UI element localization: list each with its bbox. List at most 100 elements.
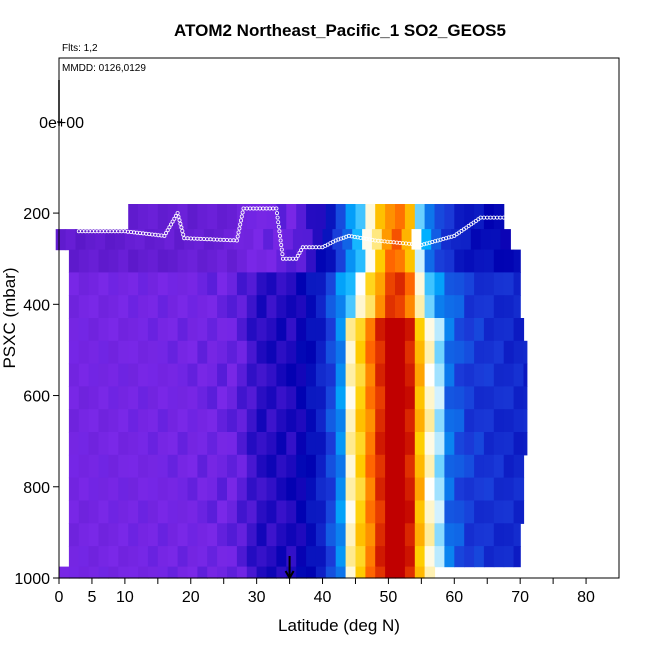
heat-cell xyxy=(197,454,208,479)
heat-cell xyxy=(503,454,515,479)
heat-cell xyxy=(217,386,228,410)
heat-cell xyxy=(365,363,376,387)
heat-cell xyxy=(355,454,366,479)
x-tick-label: 70 xyxy=(511,589,529,606)
y-tick-label: 200 xyxy=(23,206,50,223)
heat-cell xyxy=(164,229,175,251)
heat-cell xyxy=(523,386,528,410)
heat-cell xyxy=(325,272,337,296)
track-point xyxy=(274,211,279,216)
heat-cell xyxy=(266,566,277,579)
heat-cell xyxy=(187,432,198,456)
heat-cell xyxy=(451,229,462,251)
heat-cell xyxy=(395,454,406,479)
heat-cell xyxy=(147,318,159,342)
heat-cell xyxy=(444,546,455,568)
heat-cell xyxy=(108,295,119,319)
heat-cell xyxy=(217,432,228,456)
heat-cell xyxy=(325,477,337,501)
heat-cell xyxy=(85,229,96,251)
heat-cell xyxy=(424,409,436,433)
heat-cell xyxy=(197,386,208,410)
heat-cell xyxy=(118,546,129,568)
heat-cell xyxy=(355,204,366,230)
heat-cell xyxy=(454,432,465,456)
heat-cell xyxy=(118,409,129,433)
heat-cell xyxy=(483,340,495,365)
heat-cell xyxy=(98,523,109,547)
heat-cell xyxy=(444,295,455,319)
x-tick-label: 5 xyxy=(87,589,96,606)
heat-cell xyxy=(404,318,416,342)
heat-cell xyxy=(335,386,347,410)
plot-frame xyxy=(58,57,620,579)
heat-cell xyxy=(217,523,228,547)
x-tick-label: 40 xyxy=(314,589,332,606)
track-point xyxy=(275,215,280,220)
heat-cell xyxy=(404,409,416,433)
heat-cell xyxy=(345,340,357,365)
heat-cell xyxy=(256,272,268,296)
heat-cell xyxy=(345,409,357,433)
heat-cell xyxy=(65,229,77,251)
heat-cell xyxy=(385,500,396,524)
heat-cell xyxy=(513,432,525,456)
heat-cell xyxy=(385,318,396,342)
heat-cell xyxy=(197,249,208,273)
x-tick-label: 50 xyxy=(380,589,398,606)
heat-cell xyxy=(256,523,268,547)
heat-cell xyxy=(177,318,189,342)
heat-cell xyxy=(266,363,277,387)
heat-cell xyxy=(78,295,90,319)
heat-cell xyxy=(187,204,198,230)
heat-cell xyxy=(118,454,129,479)
heat-cell xyxy=(266,477,277,501)
heat-cell xyxy=(177,432,189,456)
heat-cell xyxy=(503,295,515,319)
heat-cell xyxy=(335,204,347,230)
heat-cell xyxy=(88,500,100,524)
heat-cell xyxy=(375,318,386,342)
heat-cell xyxy=(306,409,317,433)
heat-cell xyxy=(493,454,505,479)
heat-cell xyxy=(138,477,149,501)
heat-cell xyxy=(128,454,139,479)
heat-cell xyxy=(345,500,357,524)
heat-cell xyxy=(147,500,159,524)
heat-cell xyxy=(500,229,511,251)
heat-cell xyxy=(444,363,455,387)
heat-cell xyxy=(306,272,317,296)
heat-cell xyxy=(236,249,248,273)
heat-cell xyxy=(296,295,307,319)
heat-cell xyxy=(493,409,505,433)
heat-cell xyxy=(454,523,465,547)
heat-cell xyxy=(483,249,495,273)
heat-cell xyxy=(365,386,376,410)
heat-cell xyxy=(286,272,297,296)
track-point xyxy=(181,232,186,237)
heat-cell xyxy=(283,229,294,251)
heat-cell xyxy=(483,295,495,319)
heat-cell xyxy=(256,500,268,524)
heat-cell xyxy=(276,318,287,342)
heat-cell xyxy=(187,477,198,501)
heat-cell xyxy=(236,386,248,410)
heat-cell xyxy=(138,340,149,365)
heat-cell xyxy=(177,566,189,579)
heat-cell xyxy=(197,295,208,319)
heat-cell xyxy=(118,340,129,365)
heat-cell xyxy=(68,409,80,433)
heat-cell xyxy=(325,318,337,342)
heat-cell xyxy=(493,340,505,365)
heat-cell xyxy=(138,318,149,342)
x-axis-label: Latitude (deg N) xyxy=(278,616,400,635)
heat-cell xyxy=(187,454,198,479)
track-point xyxy=(180,228,185,233)
heat-cell xyxy=(355,386,366,410)
heat-cell xyxy=(483,363,495,387)
track-point xyxy=(235,234,240,239)
heat-cell xyxy=(335,295,347,319)
heat-cell xyxy=(138,295,149,319)
heat-cell xyxy=(197,566,208,579)
heat-cell xyxy=(315,249,327,273)
